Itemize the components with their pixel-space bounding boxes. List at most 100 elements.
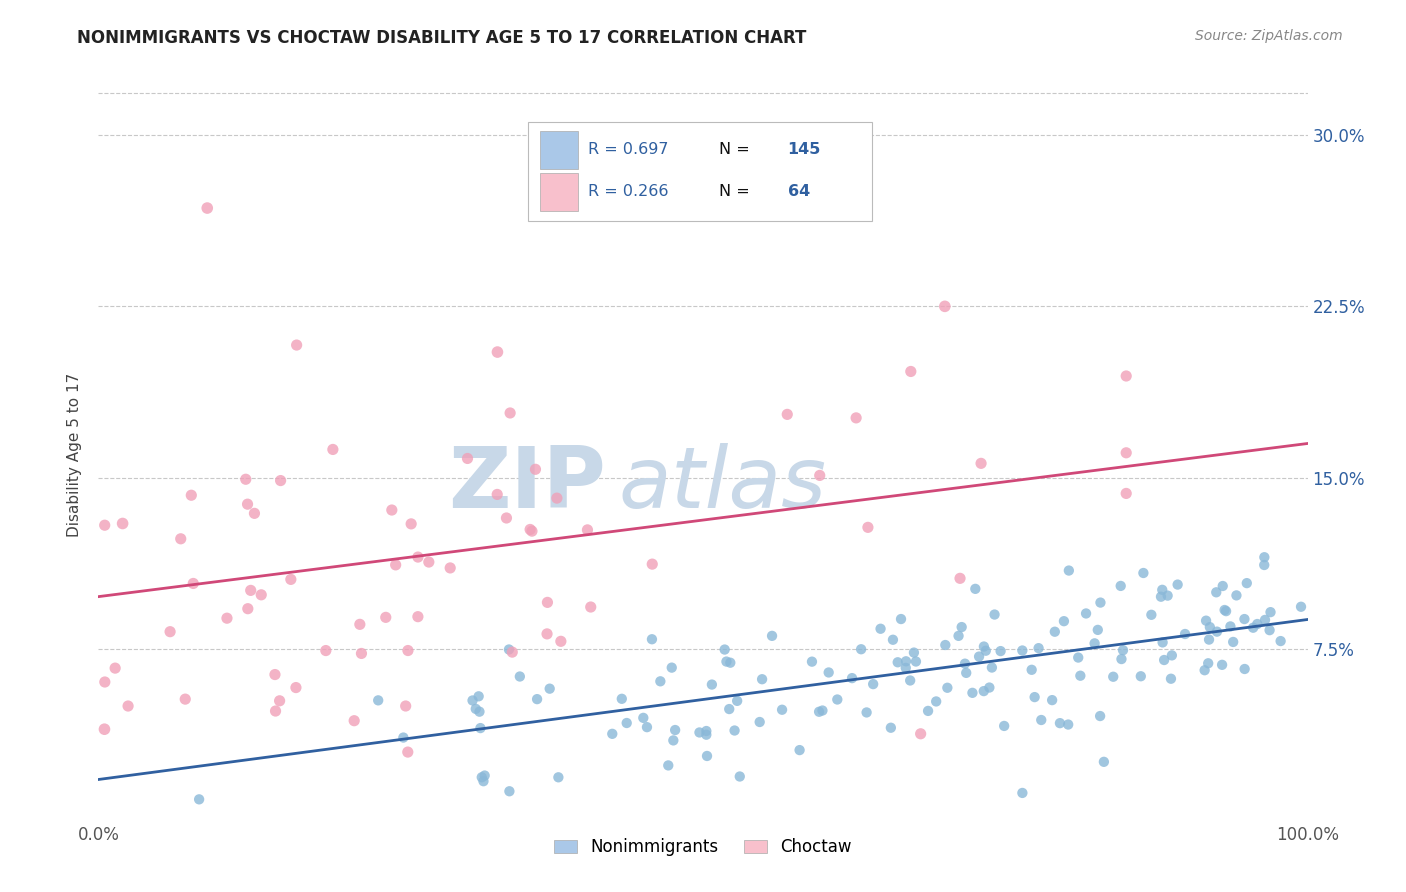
Point [418,555,440,569]
Point [1219,619,1241,633]
Point [1254,613,1277,627]
Point [461,693,484,707]
Point [811,704,834,718]
Point [856,520,879,534]
Point [600,727,623,741]
Point [284,681,307,695]
Point [117,698,139,713]
Point [636,720,658,734]
Point [1049,716,1071,731]
Point [1156,589,1178,603]
Point [236,601,259,615]
Point [849,642,872,657]
Point [471,770,494,784]
Point [1084,636,1107,650]
Point [1270,634,1292,648]
Point [770,703,793,717]
Point [948,629,970,643]
Point [1069,669,1091,683]
Point [439,561,461,575]
Point [396,745,419,759]
Point [716,655,738,669]
Point [1152,582,1174,597]
Point [688,725,710,739]
Point [936,681,959,695]
Point [904,655,927,669]
Point [536,627,558,641]
Point [1140,607,1163,622]
Point [1115,446,1137,460]
Point [801,655,824,669]
Point [1258,623,1281,637]
Point [1160,648,1182,663]
Point [392,731,415,745]
Point [662,733,685,747]
Point [235,472,257,486]
Point [650,674,672,689]
Point [1253,550,1275,565]
Point [374,610,396,624]
Point [862,677,884,691]
Point [1067,650,1090,665]
Point [882,632,904,647]
Point [713,642,735,657]
Point [953,657,976,671]
Point [280,573,302,587]
Point [509,669,531,683]
Point [94,675,117,690]
Point [1233,662,1256,676]
Point [159,624,181,639]
Point [315,643,337,657]
Point [890,612,912,626]
Point [808,468,831,483]
Point [486,487,509,501]
Point [1090,596,1112,610]
Point [1088,709,1111,723]
Point [93,518,115,533]
Point [406,609,429,624]
Point [264,667,287,681]
Point [1213,603,1236,617]
Point [1246,617,1268,632]
Point [789,743,811,757]
Point [349,617,371,632]
Text: N =: N = [718,184,749,199]
FancyBboxPatch shape [540,131,578,169]
Point [322,442,344,457]
Point [1241,621,1264,635]
Point [700,677,723,691]
Point [990,644,1012,658]
Point [970,456,993,470]
Point [973,640,995,654]
Point [395,698,418,713]
Legend: Nonimmigrants, Choctaw: Nonimmigrants, Choctaw [554,838,852,856]
Point [111,516,134,531]
Point [1236,576,1258,591]
Point [1289,599,1312,614]
FancyBboxPatch shape [540,172,578,211]
Point [499,406,522,420]
Point [973,684,995,698]
Point [188,792,211,806]
Point [236,497,259,511]
Text: 145: 145 [787,143,821,157]
Point [695,724,717,739]
Point [470,721,492,735]
Point [579,600,602,615]
Point [576,523,599,537]
Text: R = 0.266: R = 0.266 [588,184,669,199]
Point [855,706,877,720]
Point [472,774,495,789]
Point [1197,657,1219,671]
Point [396,643,419,657]
Point [524,462,547,476]
Point [974,644,997,658]
Point [1167,577,1189,591]
Point [104,661,127,675]
Point [495,511,517,525]
Point [1260,605,1282,619]
Point [664,723,686,737]
Point [1132,566,1154,580]
Point [538,681,561,696]
Point [925,694,948,708]
